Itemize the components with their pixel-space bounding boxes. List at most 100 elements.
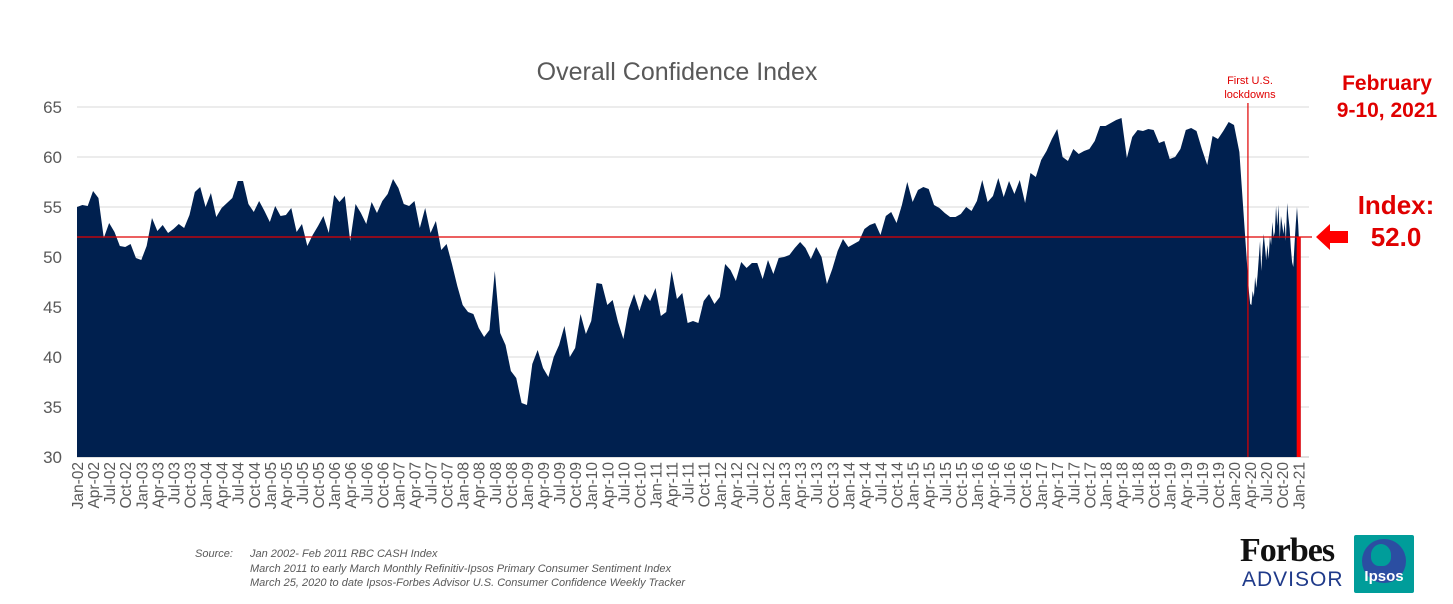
x-tick-label: Oct-13 — [825, 462, 842, 509]
x-tick-label: Jul-18 — [1131, 462, 1148, 504]
x-tick-label: Oct-17 — [1082, 462, 1099, 509]
x-tick-label: Jul-12 — [745, 462, 762, 504]
date-callout-line-2: 9-10, 2021 — [1336, 99, 1438, 122]
y-tick-label: 50 — [43, 248, 62, 267]
x-tick-label: Oct-12 — [761, 462, 778, 509]
x-tick-label: Oct-18 — [1147, 462, 1164, 509]
y-tick-label: 35 — [43, 398, 62, 417]
x-tick-label: Apr-19 — [1179, 462, 1196, 509]
y-tick-label: 45 — [43, 298, 62, 317]
x-tick-label: Oct-14 — [890, 462, 907, 509]
y-tick-label: 60 — [43, 148, 62, 167]
x-tick-label: Apr-15 — [922, 462, 939, 509]
x-tick-label: Jan-04 — [199, 462, 216, 510]
x-tick-label: Oct-02 — [118, 462, 135, 509]
source-line-1: Jan 2002- Feb 2011 RBC CASH Index — [250, 548, 438, 560]
x-tick-label: Jan-02 — [70, 462, 87, 509]
x-tick-label: Apr-11 — [665, 462, 682, 507]
x-tick-label: Jan-08 — [456, 462, 473, 509]
x-tick-label: Jul-09 — [552, 462, 569, 504]
x-tick-label: Apr-07 — [407, 462, 424, 509]
x-tick-label: Apr-05 — [279, 462, 296, 509]
x-tick-label: Jan-21 — [1291, 462, 1308, 509]
x-tick-label: Jul-10 — [616, 462, 633, 505]
ipsos-head-icon — [1371, 544, 1391, 566]
y-tick-label: 55 — [43, 198, 62, 217]
x-tick-label: Apr-10 — [600, 462, 617, 509]
x-tick-label: Jul-20 — [1259, 462, 1276, 505]
x-tick-label: Jan-07 — [391, 462, 408, 509]
advisor-wordmark: ADVISOR — [1242, 568, 1344, 591]
x-tick-label: Apr-04 — [215, 462, 232, 509]
x-tick-label: Apr-18 — [1115, 462, 1132, 509]
ipsos-wordmark: Ipsos — [1364, 568, 1404, 585]
y-tick-label: 40 — [43, 348, 62, 367]
date-callout-line-1: February — [1342, 72, 1432, 95]
x-tick-label: Apr-03 — [150, 462, 167, 509]
x-tick-label: Oct-11 — [697, 462, 714, 507]
x-tick-label: Apr-08 — [472, 462, 489, 509]
x-tick-label: Jan-17 — [1034, 462, 1051, 509]
x-tick-label: Oct-07 — [440, 462, 457, 509]
confidence-area-series — [77, 118, 1301, 457]
x-tick-label: Oct-09 — [568, 462, 585, 509]
x-tick-label: Apr-02 — [86, 462, 103, 509]
index-callout-value: 52.0 — [1370, 222, 1422, 252]
x-tick-label: Jul-15 — [938, 462, 955, 504]
source-label: Source: — [195, 548, 233, 560]
x-tick-label: Apr-17 — [1050, 462, 1067, 509]
x-tick-label: Jul-14 — [873, 462, 890, 505]
x-tick-label: Apr-16 — [986, 462, 1003, 509]
y-tick-label: 65 — [43, 98, 62, 117]
x-tick-label: Jul-13 — [809, 462, 826, 504]
x-tick-label: Oct-05 — [311, 462, 328, 509]
x-tick-label: Jan-09 — [520, 462, 537, 509]
x-tick-label: Oct-20 — [1275, 462, 1292, 509]
x-tick-label: Jul-07 — [424, 462, 441, 504]
x-tick-label: Oct-04 — [247, 462, 264, 509]
x-tick-label: Oct-06 — [375, 462, 392, 509]
date-callout: February 9-10, 2021 — [1322, 70, 1452, 124]
x-tick-label: Apr-20 — [1243, 462, 1260, 509]
x-tick-label: Jul-05 — [295, 462, 312, 504]
index-arrow-icon — [1316, 224, 1348, 250]
x-tick-label: Oct-19 — [1211, 462, 1228, 509]
index-callout-label: Index: — [1357, 190, 1435, 220]
x-tick-label: Jan-20 — [1227, 462, 1244, 510]
source-line-2: March 2011 to early March Monthly Refini… — [250, 562, 672, 575]
lockdown-annotation: First U.S. lockdowns — [1224, 75, 1276, 101]
x-tick-label: Jan-06 — [327, 462, 344, 509]
x-tick-label: Jul-11 — [681, 462, 698, 503]
x-axis-tick-labels: Jan-02 Apr-02 Jul-02 Oct-02 Jan-03 Apr-03 Jul-… — [70, 462, 1308, 510]
forbes-wordmark: Forbes — [1240, 532, 1335, 569]
chart-title: Overall Confidence Index — [537, 58, 818, 86]
ipsos-logo: Ipsos — [1354, 535, 1414, 593]
x-tick-label: Oct-03 — [182, 462, 199, 509]
x-tick-label: Jul-04 — [231, 462, 248, 505]
x-tick-label: Jan-18 — [1098, 462, 1115, 509]
x-tick-label: Jul-03 — [166, 462, 183, 504]
y-tick-label: 30 — [43, 448, 62, 467]
x-tick-label: Apr-12 — [729, 462, 746, 509]
x-tick-label: Jul-02 — [102, 462, 119, 504]
x-tick-label: Apr-13 — [793, 462, 810, 509]
x-tick-label: Jan-10 — [584, 462, 601, 510]
x-tick-label: Jul-17 — [1066, 462, 1083, 504]
x-tick-label: Oct-15 — [954, 462, 971, 509]
x-tick-label: Oct-10 — [632, 462, 649, 509]
x-tick-label: Apr-14 — [857, 462, 874, 509]
x-tick-label: Apr-06 — [343, 462, 360, 509]
y-axis-tick-labels: 30 35 40 45 50 55 60 65 — [43, 98, 62, 467]
x-tick-label: Jul-08 — [488, 462, 505, 504]
x-tick-label: Jan-12 — [713, 462, 730, 509]
x-tick-label: Jan-16 — [970, 462, 987, 509]
source-note: Source: Jan 2002- Feb 2011 RBC CASH Inde… — [195, 547, 685, 591]
x-tick-label: Jan-13 — [777, 462, 794, 509]
x-tick-label: Oct-16 — [1018, 462, 1035, 509]
x-tick-label: Jan-11 — [649, 462, 666, 508]
x-tick-label: Jan-14 — [841, 462, 858, 510]
x-tick-label: Jan-15 — [906, 462, 923, 509]
x-tick-label: Apr-09 — [536, 462, 553, 509]
x-tick-label: Jul-06 — [359, 462, 376, 504]
